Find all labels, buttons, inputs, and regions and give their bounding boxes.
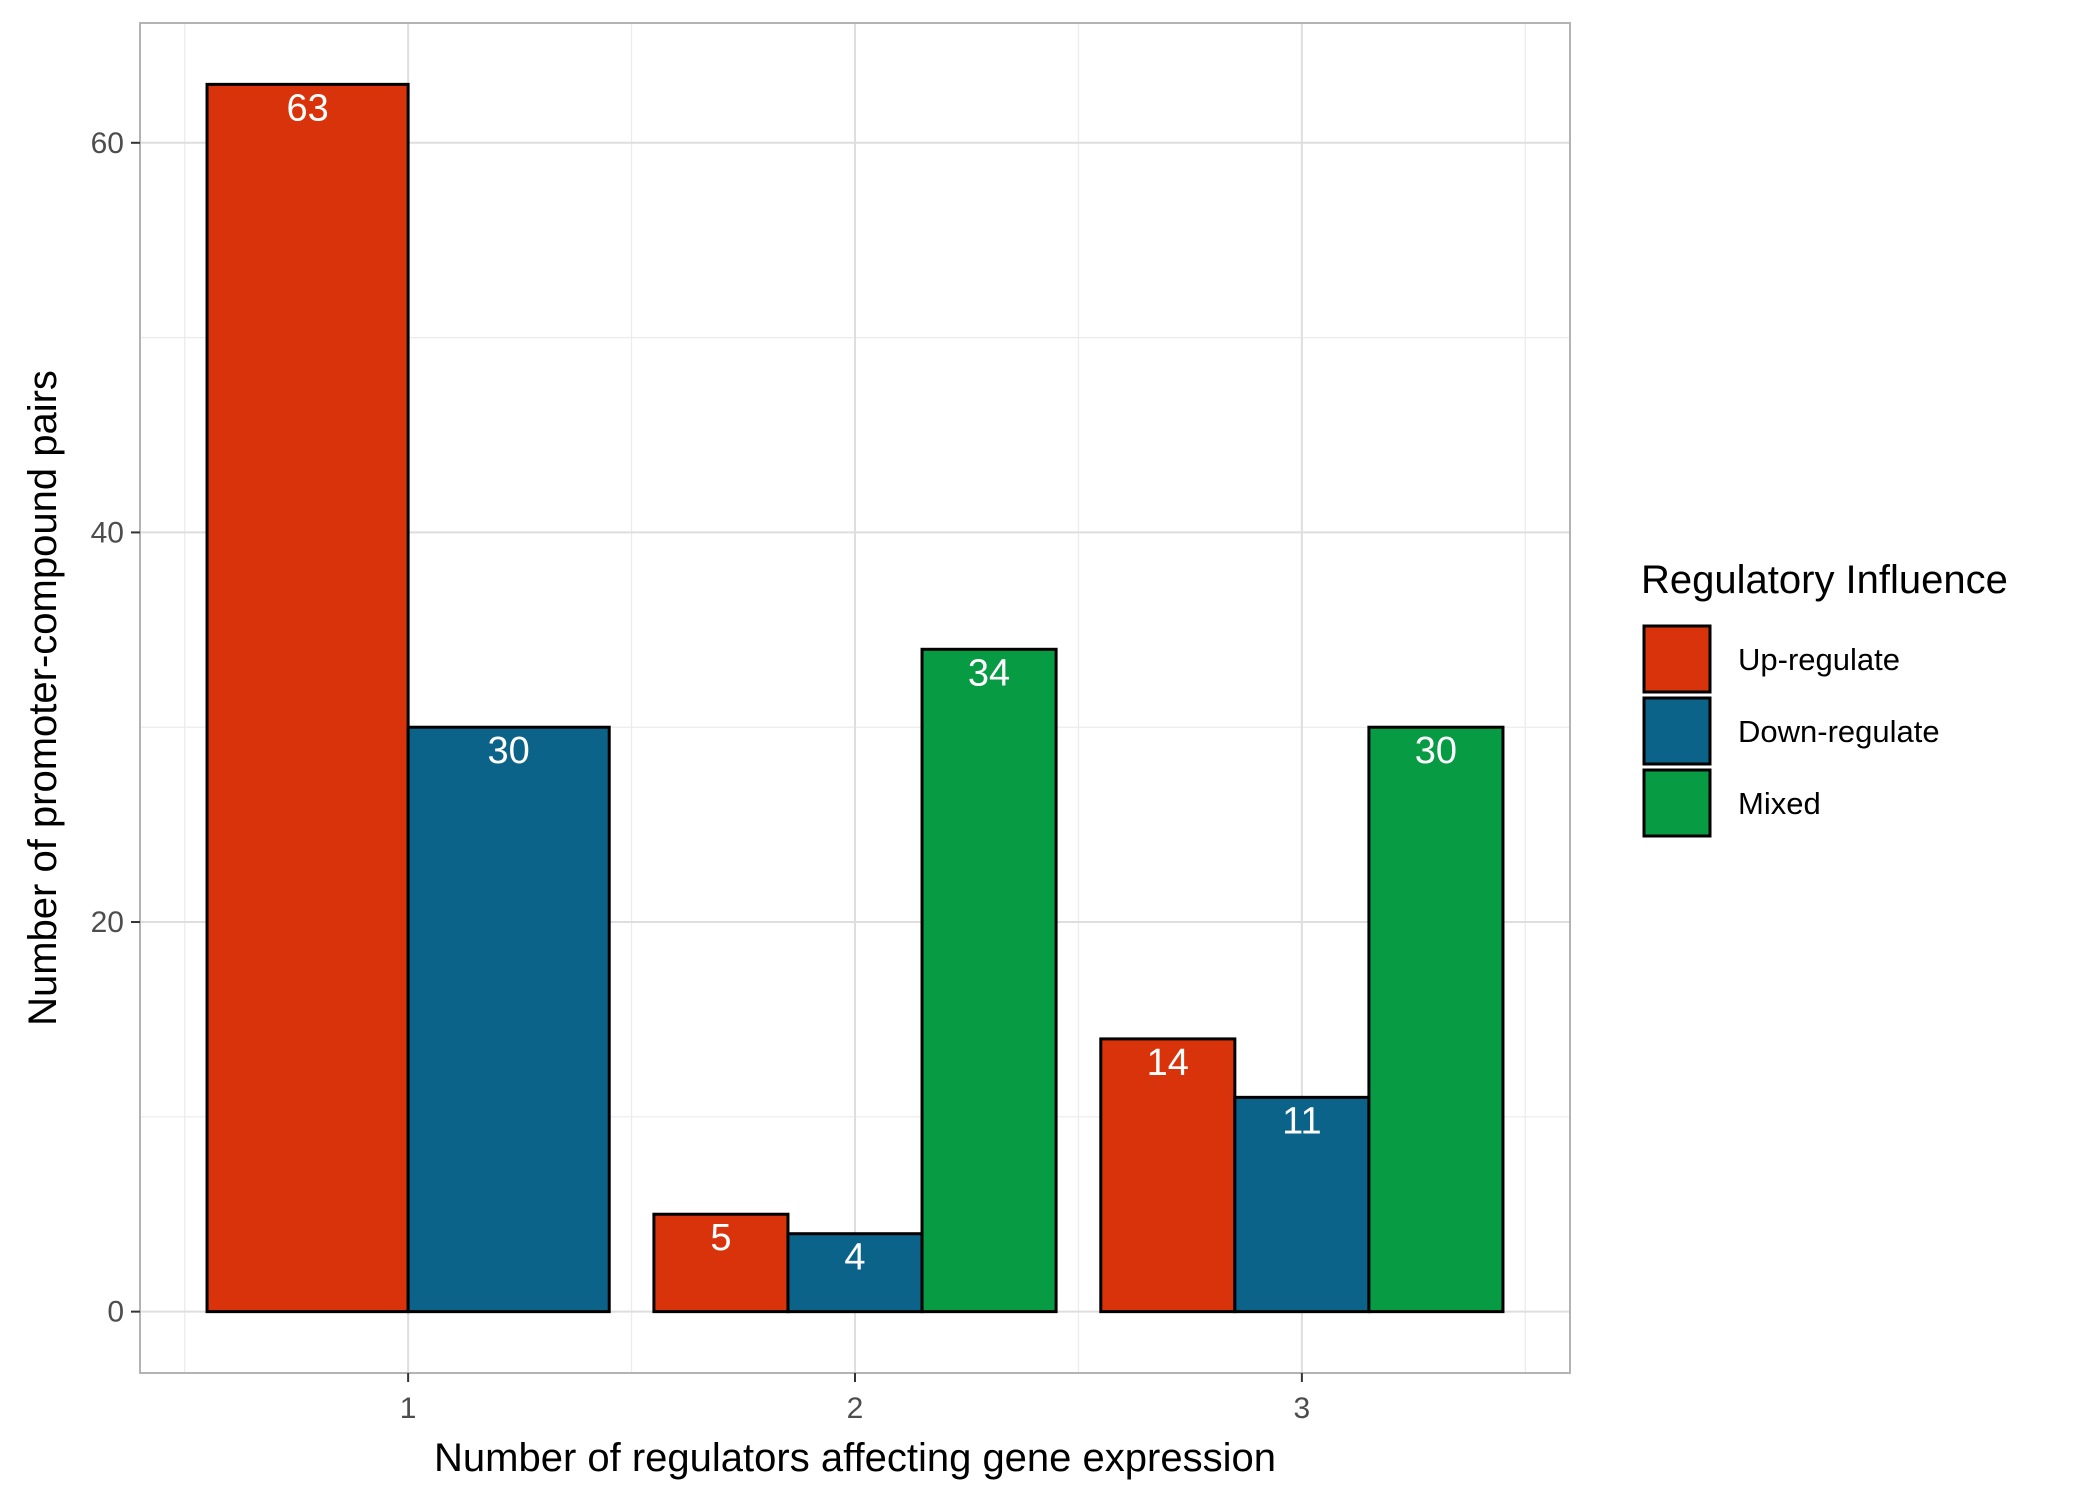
bar-up-regulate-3 [1099, 1037, 1237, 1314]
bar-mixed-3 [1367, 725, 1505, 1314]
y-tick-label: 0 [107, 1296, 124, 1329]
bar-up-regulate-2 [652, 1212, 790, 1314]
legend-label: Down-regulate [1738, 714, 1940, 749]
bar-value-label: 4 [844, 1237, 865, 1279]
bar-mixed-2 [920, 647, 1058, 1314]
y-tick-label: 40 [91, 516, 124, 549]
bar-down-regulate-1 [406, 725, 611, 1314]
legend-key-down-regulate [1642, 696, 1712, 766]
legend-key-mixed [1642, 768, 1712, 838]
bar-value-label: 11 [1282, 1100, 1321, 1142]
x-axis: 1 2 3 [400, 1373, 1310, 1425]
bar-value-label: 63 [286, 87, 328, 129]
x-tick-label: 1 [400, 1392, 417, 1425]
x-tick-label: 3 [1294, 1392, 1311, 1425]
bar-value-label: 30 [1415, 730, 1457, 772]
y-axis: 0 20 40 60 [91, 127, 140, 1329]
bars [205, 82, 1505, 1314]
y-tick-label: 20 [91, 906, 124, 939]
legend-label: Mixed [1738, 786, 1821, 821]
x-axis-title: Number of regulators affecting gene expr… [434, 1436, 1276, 1480]
x-tick-label: 2 [847, 1392, 864, 1425]
legend: Regulatory Influence Up-regulate Down-reg… [1641, 558, 2008, 838]
y-tick-label: 60 [91, 127, 124, 160]
legend-key-up-regulate [1642, 624, 1712, 694]
bar-value-label: 14 [1147, 1042, 1189, 1084]
legend-title: Regulatory Influence [1641, 558, 2008, 602]
legend-label: Up-regulate [1738, 642, 1900, 677]
bar-value-label: 30 [488, 730, 530, 772]
bar-up-regulate-1 [205, 82, 410, 1314]
y-axis-title: Number of promoter-compound pairs [21, 370, 65, 1026]
bar-value-label: 34 [968, 652, 1010, 694]
bar-value-label: 5 [710, 1217, 731, 1259]
bar-down-regulate-3 [1233, 1095, 1371, 1314]
